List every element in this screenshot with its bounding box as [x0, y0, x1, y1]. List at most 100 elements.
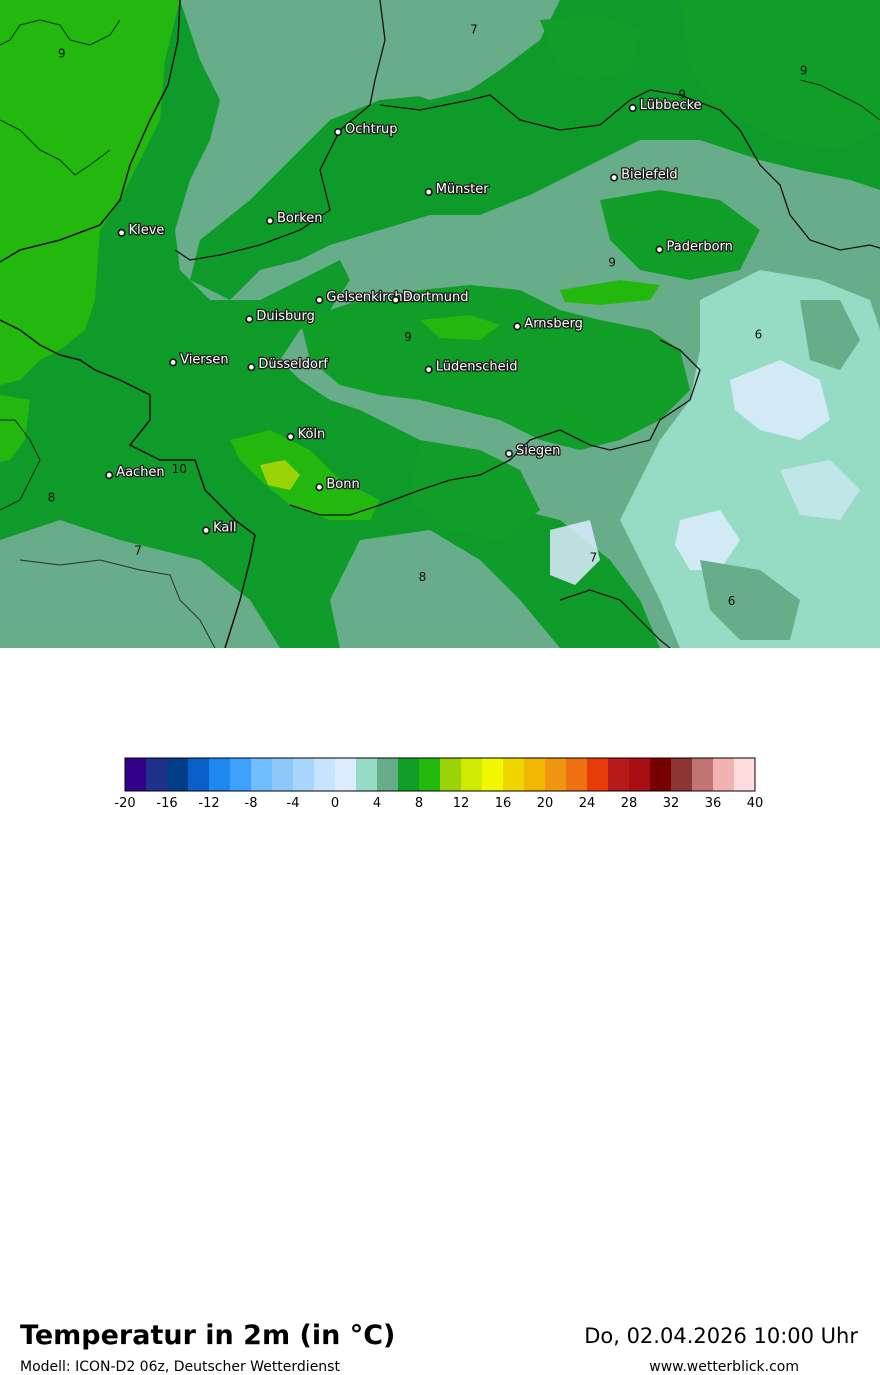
city-marker: Kall [202, 519, 238, 537]
legend-swatch [503, 758, 525, 791]
legend-swatch [272, 758, 294, 791]
city-label: Düsseldorf [258, 357, 328, 372]
legend-swatch [587, 758, 609, 791]
forecast-datetime: Do, 02.04.2026 10:00 Uhr [584, 1324, 858, 1348]
city-marker: Paderborn [655, 238, 734, 256]
legend-swatch [440, 758, 462, 791]
isotherm-label: 9 [404, 330, 412, 344]
city-dot [202, 526, 211, 535]
city-dot [105, 471, 114, 480]
legend-swatch [650, 758, 672, 791]
city-label: Borken [277, 211, 323, 226]
legend-tick-label: -8 [245, 796, 258, 811]
city-label: Aachen [116, 465, 164, 480]
legend-tick-label: 40 [747, 796, 764, 811]
legend-tick-label: -12 [198, 796, 219, 811]
legend-swatch [692, 758, 714, 791]
isotherm-label: 8 [419, 570, 427, 584]
website-link[interactable]: www.wetterblick.com [649, 1359, 799, 1375]
city-dot [247, 363, 256, 372]
legend-swatch [482, 758, 504, 791]
city-label: Köln [298, 427, 326, 442]
city-label: Bielefeld [621, 168, 678, 183]
legend-swatch [734, 758, 756, 791]
city-marker: Dortmund [391, 289, 470, 306]
city-dot [424, 188, 433, 197]
city-dot [315, 295, 324, 304]
city-label: Münster [436, 182, 490, 197]
legend-swatch [419, 758, 441, 791]
city-dot [424, 365, 433, 374]
legend-swatch [356, 758, 378, 791]
legend-tick-label: 28 [621, 796, 638, 811]
city-marker: Aachen [105, 464, 166, 482]
legend-swatch [461, 758, 483, 791]
city-dot [655, 245, 664, 254]
city-dot [391, 295, 400, 304]
legend-tick-label: 20 [537, 796, 554, 811]
legend-tick-label: -4 [287, 796, 300, 811]
city-dot [610, 173, 619, 182]
legend-swatch [377, 758, 399, 791]
legend-swatch [629, 758, 651, 791]
legend-swatch [125, 758, 147, 791]
city-dot [513, 322, 522, 331]
legend-swatch [251, 758, 273, 791]
legend-swatch [146, 758, 168, 791]
city-marker: Bielefeld [610, 166, 679, 184]
city-label: Ochtrup [345, 122, 398, 137]
legend-swatch [398, 758, 420, 791]
legend-swatch [566, 758, 588, 791]
city-marker: Lübbecke [628, 97, 703, 114]
legend-swatch [209, 758, 231, 791]
isotherm-label: 9 [58, 47, 66, 61]
map-footer: Temperatur in 2m (in °C) Modell: ICON-D2… [0, 648, 880, 1375]
legend-frame [124, 757, 756, 792]
city-marker: Ochtrup [333, 121, 399, 138]
legend-tick-label: -16 [156, 796, 177, 811]
city-label: Lübbecke [640, 98, 702, 113]
city-label: Dortmund [403, 290, 469, 305]
legend-tick-label: 36 [705, 796, 722, 811]
city-label: Bonn [326, 477, 359, 492]
color-legend: -20 -16 -12 -8 -4 0 4 8 12 16 20 24 28 32 36 40 [114, 757, 764, 811]
legend-swatch [545, 758, 567, 791]
legend-tick-label: 16 [495, 796, 512, 811]
city-dot [315, 483, 324, 492]
city-label: Duisburg [256, 309, 315, 324]
map-title: Temperatur in 2m (in °C) [20, 1320, 396, 1351]
city-marker: Kleve [117, 222, 166, 239]
isotherm-label: 9 [800, 63, 808, 77]
city-marker: Borken [265, 210, 324, 227]
city-label: Kleve [129, 223, 165, 238]
city-label: Kall [213, 520, 237, 535]
legend-tick-label: -20 [114, 796, 135, 811]
city-marker: Viersen [169, 351, 230, 369]
city-label: Paderborn [667, 240, 733, 255]
legend-tick-label: 24 [579, 796, 596, 811]
city-dot [286, 432, 295, 441]
city-marker: Arnsberg [513, 315, 584, 333]
legend-swatch [524, 758, 546, 791]
city-marker: Siegen [504, 442, 562, 460]
legend-swatch [671, 758, 693, 791]
isotherm-label: 8 [48, 491, 56, 505]
legend-tick-label: 4 [373, 796, 381, 811]
isotherm-label: 7 [590, 551, 598, 565]
legend-swatch [335, 758, 357, 791]
legend-swatch [167, 758, 189, 791]
city-dot [169, 358, 178, 367]
isotherm-label: 6 [755, 327, 763, 341]
legend-tick-label: 32 [663, 796, 680, 811]
temperature-map: 9 7 9 9 9 9 6 10 8 7 8 6 7 Ochtrup Lübbecke Bielefeld M… [0, 0, 880, 648]
city-marker: Bonn [315, 476, 361, 494]
isotherm-label: 10 [172, 462, 187, 476]
city-dot [117, 228, 126, 237]
isotherm-label: 9 [608, 255, 616, 269]
legend-tick-label: 12 [453, 796, 470, 811]
isotherm-label: 7 [134, 543, 142, 557]
legend-swatch [188, 758, 210, 791]
legend-swatch [608, 758, 630, 791]
legend-swatch [230, 758, 252, 791]
city-marker: Lüdenscheid [424, 358, 519, 376]
